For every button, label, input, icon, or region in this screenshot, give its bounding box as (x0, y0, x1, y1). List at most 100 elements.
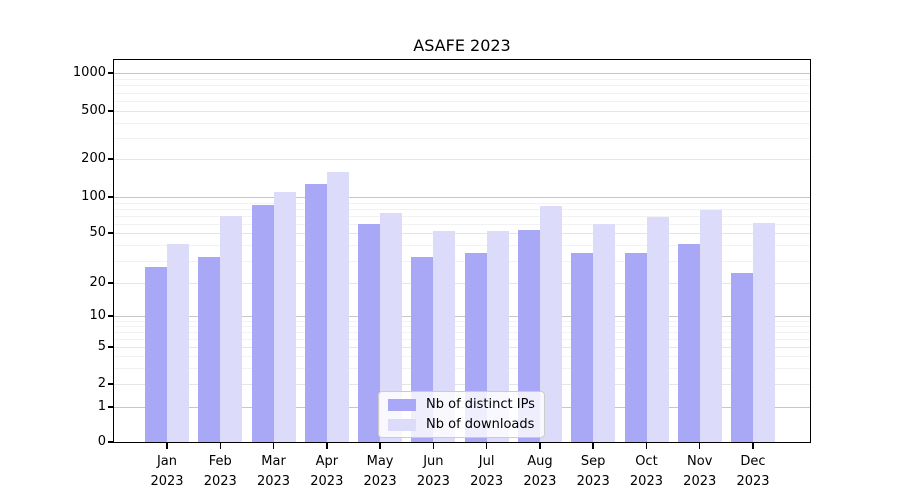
bar-downloads-oct (646, 217, 669, 442)
bar-distinct-ips-dec (731, 273, 753, 442)
x-tick-mark (592, 443, 594, 449)
gridline (114, 137, 810, 139)
bar-downloads-feb (220, 215, 243, 442)
x-tick-label: Aug 2023 (523, 454, 557, 489)
x-tick-label: Jul 2023 (470, 454, 504, 489)
x-tick-mark (219, 443, 221, 449)
gridline (114, 159, 810, 160)
y-tick-mark (108, 110, 114, 112)
y-tick-label: 100 (81, 189, 106, 204)
bar-distinct-ips-nov (677, 243, 700, 442)
x-tick-mark (539, 443, 541, 449)
gridline (114, 332, 810, 333)
x-tick-label: Feb 2023 (203, 454, 237, 489)
y-tick-mark (108, 196, 114, 198)
gridline (114, 338, 810, 340)
y-tick-mark (108, 346, 114, 348)
gridline (114, 347, 810, 348)
gridline (114, 245, 810, 247)
x-tick-mark (699, 443, 701, 449)
legend: Nb of distinct IPs Nb of downloads (378, 391, 545, 438)
bar-downloads-jul (486, 231, 509, 442)
y-tick-mark (108, 158, 114, 160)
x-tick-label: Mar 2023 (256, 454, 291, 489)
legend-label: Nb of downloads (426, 417, 535, 432)
x-tick-label: May 2023 (363, 454, 397, 489)
x-tick-mark (432, 443, 435, 449)
y-tick-label: 20 (89, 275, 106, 290)
gridline (114, 208, 810, 210)
gridline (114, 356, 810, 357)
x-tick-mark (272, 443, 275, 449)
gridline (114, 92, 810, 94)
y-tick-label: 1000 (72, 65, 106, 80)
bar-distinct-ips-oct (624, 252, 647, 442)
gridline (114, 384, 810, 385)
gridline (114, 197, 810, 198)
legend-label: Nb of distinct IPs (426, 397, 535, 412)
chart-title: ASAFE 2023 (413, 36, 511, 55)
gridline (114, 73, 810, 74)
x-tick-label: Apr 2023 (310, 454, 344, 489)
bar-downloads-sep (593, 223, 616, 442)
gridline (114, 85, 810, 87)
bar-distinct-ips-jan (145, 266, 167, 442)
gridline (114, 215, 810, 217)
legend-swatch-icon (388, 398, 416, 411)
gridline (114, 78, 810, 80)
x-tick-mark (485, 443, 488, 449)
y-tick-label: 10 (89, 308, 106, 323)
x-tick-label: Oct 2023 (629, 454, 663, 489)
y-tick-mark (108, 72, 114, 74)
bar-distinct-ips-mar (251, 205, 274, 442)
gridline (114, 202, 810, 204)
y-tick-mark (108, 315, 114, 317)
gridline (114, 122, 810, 124)
x-tick-label: Jun 2023 (416, 454, 450, 489)
y-tick-label: 1 (97, 399, 106, 414)
y-tick-mark (108, 441, 114, 443)
bar-downloads-apr (326, 171, 349, 442)
legend-item-distinct-ips: Nb of distinct IPs (388, 397, 535, 412)
y-tick-mark (108, 232, 114, 234)
bar-distinct-ips-feb (198, 257, 221, 442)
y-tick-label: 2 (97, 376, 106, 391)
bar-distinct-ips-aug (517, 230, 540, 442)
bar-downloads-jun (433, 231, 456, 442)
bar-downloads-jan (167, 243, 189, 442)
y-tick-label: 200 (81, 151, 106, 166)
x-tick-mark (379, 443, 381, 449)
y-tick-label: 50 (89, 225, 106, 240)
x-tick-label: Nov 2023 (683, 454, 717, 489)
gridline (114, 367, 810, 369)
y-tick-mark (108, 383, 114, 385)
y-tick-label: 0 (97, 434, 106, 449)
bar-downloads-dec (753, 222, 775, 442)
gridline (114, 223, 810, 225)
bar-downloads-may (380, 212, 403, 442)
bar-distinct-ips-apr (304, 183, 327, 442)
x-tick-mark (166, 443, 168, 449)
y-tick-mark (108, 406, 114, 408)
x-tick-label: Dec 2023 (736, 454, 770, 489)
gridline (114, 283, 810, 284)
bar-downloads-nov (699, 209, 722, 442)
legend-item-downloads: Nb of downloads (388, 417, 535, 432)
gridline (114, 326, 810, 327)
bar-distinct-ips-may (358, 223, 381, 442)
gridline (114, 320, 810, 322)
gridline (114, 111, 810, 112)
x-tick-label: Jan 2023 (150, 454, 184, 489)
gridline (114, 260, 810, 262)
gridline (114, 101, 810, 102)
y-tick-label: 5 (97, 339, 106, 354)
bar-distinct-ips-sep (571, 252, 594, 442)
x-tick-mark (326, 443, 328, 449)
y-tick-label: 500 (81, 103, 106, 118)
bar-downloads-mar (273, 191, 296, 442)
x-tick-mark (752, 443, 754, 449)
y-tick-mark (108, 282, 114, 284)
x-tick-mark (645, 443, 648, 449)
legend-swatch-icon (388, 418, 416, 431)
